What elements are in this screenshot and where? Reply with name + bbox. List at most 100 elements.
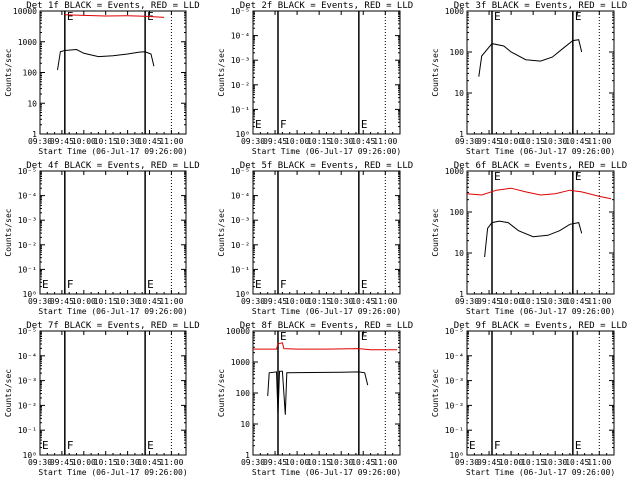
y-tick-label: 10⁻³ xyxy=(231,216,250,225)
plot-frame xyxy=(252,10,401,135)
event-marker-label: E xyxy=(575,439,582,452)
y-tick-label: 10000 xyxy=(226,327,250,336)
y-tick-label: 10⁻² xyxy=(18,241,37,250)
plot-frame xyxy=(466,10,615,135)
x-axis-label: Start Time (06-Jul-17 09:26:00) xyxy=(252,147,401,156)
y-tick-label: 1 xyxy=(459,130,464,139)
x-tick-label: 10:30 xyxy=(116,458,140,467)
x-tick-label: 09:45 xyxy=(50,458,74,467)
event-marker-label: F xyxy=(67,278,74,291)
x-tick-label: 11:00 xyxy=(159,137,183,146)
y-tick-label: 10⁰ xyxy=(23,290,37,299)
x-tick-label: 10:30 xyxy=(329,297,353,306)
plot-panel-8: Det 8f BLACK = Events, RED = LLD 09:3009:… xyxy=(217,321,413,477)
x-tick-label: 09:30 xyxy=(241,297,265,306)
plot-panel-9: Det 9f BLACK = Events, RED = LLD 09:3009:… xyxy=(431,321,627,477)
x-tick-label: 10:30 xyxy=(543,458,567,467)
x-tick-label: 10:45 xyxy=(351,137,375,146)
event-marker-label: E xyxy=(575,170,582,183)
x-tick-label: 11:00 xyxy=(587,137,611,146)
x-tick-label: 10:30 xyxy=(116,297,140,306)
y-tick-label: 10⁻⁴ xyxy=(18,352,37,361)
series-line-lld-red xyxy=(64,14,165,18)
y-axis-label: Counts/sec xyxy=(217,208,226,256)
x-tick-label: 09:45 xyxy=(50,137,74,146)
event-marker-label: E xyxy=(67,10,74,23)
event-marker-label: E xyxy=(361,330,368,343)
x-tick-label: 10:15 xyxy=(94,137,118,146)
series-line-lld-red xyxy=(253,342,398,351)
x-tick-label: 10:00 xyxy=(285,137,309,146)
x-tick-label: 09:45 xyxy=(477,297,501,306)
event-marker-label: F xyxy=(280,118,287,131)
y-tick-label: 10 xyxy=(454,89,464,98)
event-marker-label: E xyxy=(469,439,476,452)
y-axis-label: Counts/sec xyxy=(431,48,440,96)
plot-frame xyxy=(39,170,187,295)
plot-title: Det 8f BLACK = Events, RED = LLD xyxy=(240,321,413,331)
plot-frame xyxy=(252,170,401,295)
event-marker-label: E xyxy=(147,439,154,452)
y-tick-label: 10⁻¹ xyxy=(231,105,250,114)
y-tick-label: 10⁰ xyxy=(450,451,464,460)
plot-panel-2: Det 2f BLACK = Events, RED = LLD 09:3009:… xyxy=(217,1,413,156)
x-tick-label: 09:30 xyxy=(28,458,52,467)
x-tick-label: 10:00 xyxy=(285,458,309,467)
x-tick-label: 09:30 xyxy=(28,297,52,306)
x-tick-label: 10:45 xyxy=(565,297,589,306)
x-tick-label: 09:30 xyxy=(455,297,479,306)
y-tick-label: 10⁻² xyxy=(445,401,464,410)
x-tick-label: 11:00 xyxy=(587,458,611,467)
y-axis-label: Counts/sec xyxy=(4,369,13,417)
plot-title: Det 6f BLACK = Events, RED = LLD xyxy=(454,161,627,171)
event-marker-label: F xyxy=(67,439,74,452)
y-tick-label: 10⁰ xyxy=(236,290,250,299)
series-line-lld-red xyxy=(466,187,612,200)
y-tick-label: 10⁻⁵ xyxy=(18,167,37,176)
x-tick-label: 09:45 xyxy=(263,297,287,306)
event-marker-label: E xyxy=(575,10,582,23)
x-tick-label: 11:00 xyxy=(159,458,183,467)
y-tick-label: 10 xyxy=(27,99,37,108)
x-tick-label: 09:30 xyxy=(28,137,52,146)
event-marker-label: E xyxy=(494,170,501,183)
y-tick-label: 10⁻² xyxy=(231,241,250,250)
y-axis-label: Counts/sec xyxy=(217,48,226,96)
x-axis-label: Start Time (06-Jul-17 09:26:00) xyxy=(466,147,615,156)
x-tick-label: 11:00 xyxy=(373,297,397,306)
x-tick-label: 10:00 xyxy=(499,137,523,146)
x-tick-label: 10:30 xyxy=(329,458,353,467)
event-marker-label: E xyxy=(255,118,262,131)
x-tick-label: 10:45 xyxy=(351,458,375,467)
y-tick-label: 10⁻⁴ xyxy=(445,352,464,361)
x-axis-label: Start Time (06-Jul-17 09:26:00) xyxy=(38,147,187,156)
x-tick-label: 09:30 xyxy=(241,458,265,467)
x-axis-label: Start Time (06-Jul-17 09:26:00) xyxy=(466,468,615,477)
y-tick-label: 10⁻¹ xyxy=(445,426,464,435)
series-line-events-black xyxy=(478,39,583,77)
event-marker-label: F xyxy=(494,439,501,452)
x-tick-label: 10:15 xyxy=(307,137,331,146)
x-tick-label: 10:00 xyxy=(285,297,309,306)
x-axis-label: Start Time (06-Jul-17 09:26:00) xyxy=(38,307,187,316)
plot-title: Det 5f BLACK = Events, RED = LLD xyxy=(240,161,413,171)
plot-frame xyxy=(466,330,615,456)
x-tick-label: 10:45 xyxy=(565,458,589,467)
plot-panel-7: Det 7f BLACK = Events, RED = LLD 09:3009:… xyxy=(4,321,200,477)
y-tick-label: 10⁻⁵ xyxy=(18,327,37,336)
x-tick-label: 10:30 xyxy=(543,137,567,146)
x-tick-label: 10:15 xyxy=(521,137,545,146)
plot-frame xyxy=(466,170,615,295)
y-tick-label: 10⁻³ xyxy=(18,216,37,225)
x-tick-label: 11:00 xyxy=(373,137,397,146)
plot-title: Det 7f BLACK = Events, RED = LLD xyxy=(26,321,199,331)
plot-frame xyxy=(39,10,187,135)
y-axis-label: Counts/sec xyxy=(431,369,440,417)
plot-title: Det 1f BLACK = Events, RED = LLD xyxy=(26,1,199,11)
x-tick-label: 09:45 xyxy=(477,458,501,467)
x-tick-label: 11:00 xyxy=(373,458,397,467)
event-marker-label: E xyxy=(147,278,154,291)
x-tick-label: 10:00 xyxy=(499,297,523,306)
y-tick-label: 10⁰ xyxy=(23,451,37,460)
